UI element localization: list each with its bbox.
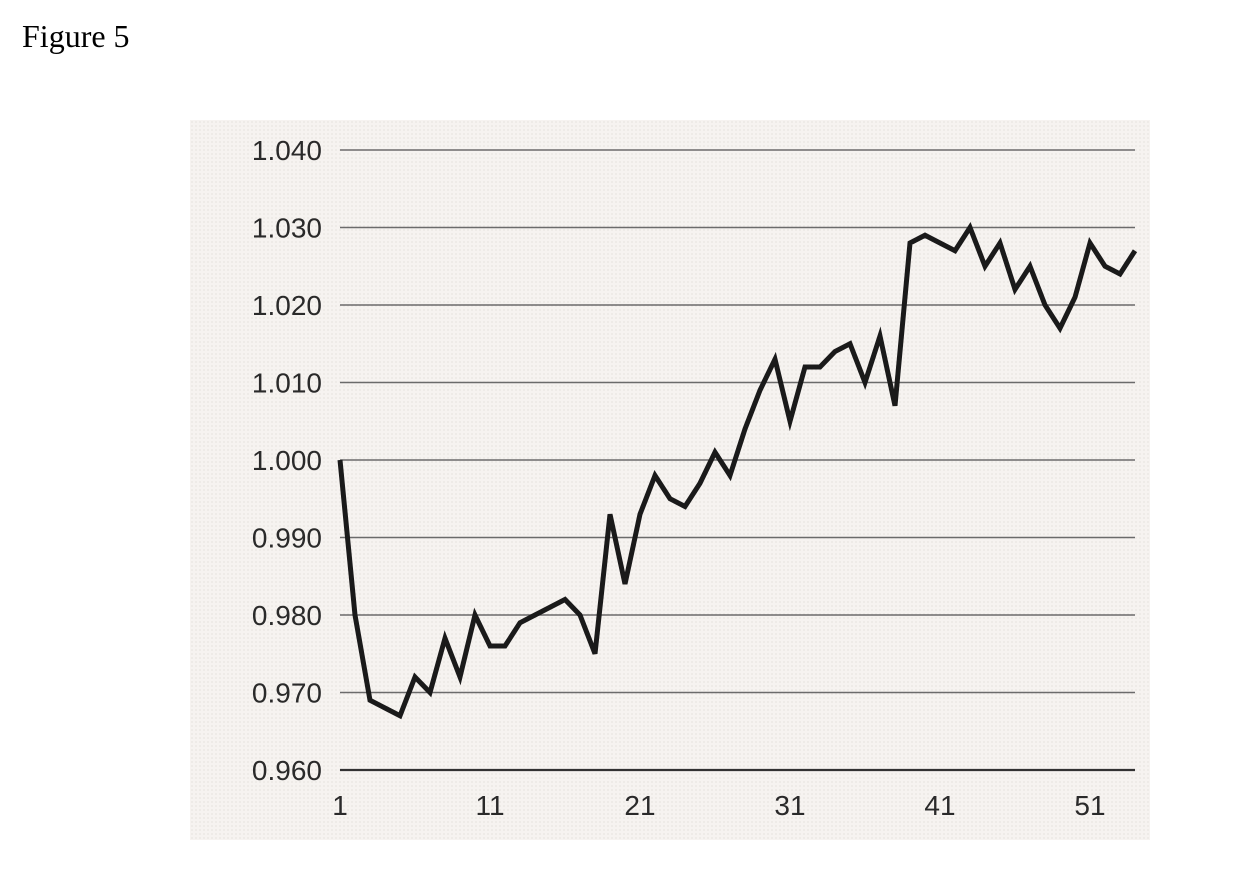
figure-title: Figure 5 [22,18,130,55]
x-tick-label: 31 [774,790,805,821]
x-tick-label: 51 [1074,790,1105,821]
y-tick-label: 0.960 [252,755,322,786]
y-tick-label: 0.970 [252,678,322,709]
x-tick-label: 41 [924,790,955,821]
line-chart: 0.960 0.970 0.980 0.990 1.000 1.010 1.020 1.030… [190,120,1150,840]
y-tick-label: 1.000 [252,445,322,476]
data-line [340,228,1135,716]
x-tick-label: 21 [624,790,655,821]
y-tick-label: 1.020 [252,290,322,321]
x-tick-label: 11 [475,790,504,821]
y-tick-label: 1.010 [252,368,322,399]
y-tick-label: 0.990 [252,523,322,554]
chart-container: 0.960 0.970 0.980 0.990 1.000 1.010 1.020 1.030… [190,120,1150,840]
y-tick-label: 0.980 [252,600,322,631]
y-tick-label: 1.040 [252,135,322,166]
y-tick-label: 1.030 [252,213,322,244]
x-tick-label: 1 [332,790,348,821]
